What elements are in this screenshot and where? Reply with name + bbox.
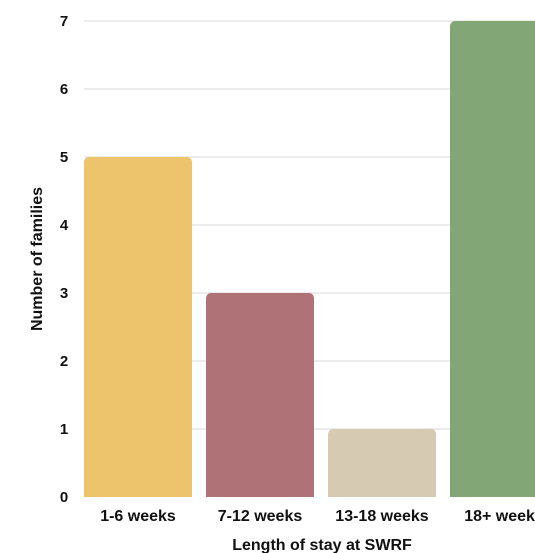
bar-base <box>206 491 314 497</box>
bar <box>206 293 314 497</box>
y-axis-ticks: 0 1 2 3 4 5 6 7 <box>60 13 69 506</box>
x-axis-categories: 1-6 weeks 7-12 weeks 13-18 weeks 18+ weeks <box>100 508 535 525</box>
bar <box>84 157 192 497</box>
y-axis-label: Number of families <box>29 187 46 331</box>
bars <box>84 21 535 497</box>
x-category-label: 18+ weeks <box>464 508 535 525</box>
x-category-label: 13-18 weeks <box>335 508 429 525</box>
y-tick-label: 4 <box>60 217 69 234</box>
bar-base <box>450 491 535 497</box>
x-category-label: 1-6 weeks <box>100 508 176 525</box>
y-tick-label: 0 <box>60 489 68 506</box>
y-tick-label: 7 <box>60 13 68 30</box>
bar-base <box>328 491 436 497</box>
y-tick-label: 5 <box>60 149 68 166</box>
y-tick-label: 1 <box>60 421 68 438</box>
bar-base <box>84 491 192 497</box>
y-tick-label: 6 <box>60 81 68 98</box>
y-tick-label: 3 <box>60 285 68 302</box>
bar <box>450 21 535 497</box>
bar <box>328 429 436 497</box>
x-axis-label: Length of stay at SWRF <box>232 537 412 553</box>
x-category-label: 7-12 weeks <box>218 508 303 525</box>
y-tick-label: 2 <box>60 353 68 370</box>
